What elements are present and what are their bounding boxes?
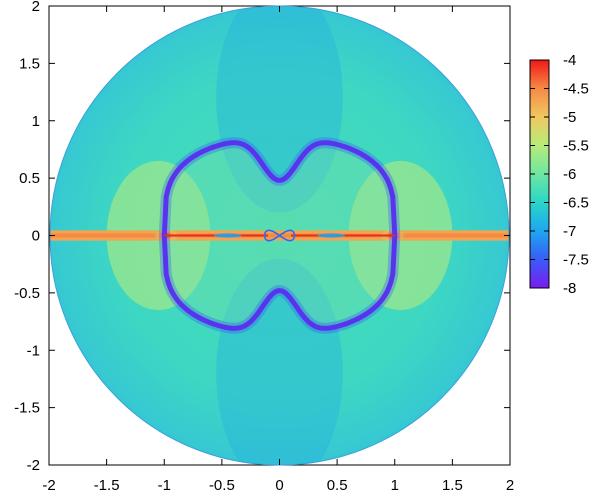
lobe-boundary-upper: [161, 140, 398, 236]
colorbar-tick-label: -4: [563, 52, 576, 69]
darker-upper-region: [216, 6, 343, 213]
lobe-boundary-lower: [161, 235, 398, 331]
y-tick-label: 2: [32, 0, 40, 15]
lobe-boundary-upper-halo: [158, 137, 401, 236]
x-tick-label: -2: [42, 477, 55, 494]
y-tick-label: 1.5: [19, 55, 40, 72]
x-axis-ticks: -2 -1.5 -1 -0.5 0 0.5 1 1.5 2: [42, 6, 514, 494]
center-figure-eight: [263, 229, 296, 242]
y-tick-label: 1: [32, 113, 40, 130]
y-tick-label: -2: [27, 457, 40, 474]
lobe-boundary-lower-halo: [158, 235, 401, 334]
inner-lobe-fill-lower: [164, 235, 395, 329]
inner-lobe-fill-upper: [164, 142, 395, 236]
colorbar-tick-label: -6.5: [563, 195, 589, 212]
heatmap-field: [50, 6, 509, 465]
x-tick-label: -1.5: [94, 477, 120, 494]
y-tick-label: -1.5: [14, 400, 40, 417]
colorbar-ticks: -4 -4.5 -5 -5.5 -6 -6.5 -7 -7.5 -8: [530, 52, 589, 297]
x-tick-label: 0: [275, 477, 283, 494]
x-tick-label: 0.5: [327, 477, 348, 494]
x-tick-label: 1: [391, 477, 399, 494]
x-tick-label: -1: [158, 477, 171, 494]
y-tick-label: 0: [32, 228, 40, 245]
colorbar-tick-label: -6: [563, 166, 576, 183]
darker-lower-region: [216, 258, 343, 465]
colorbar-tick-label: -7: [563, 223, 576, 240]
x-tick-label: 1.5: [442, 477, 463, 494]
blue-streak-left: [213, 233, 242, 238]
colorbar-tick-label: -8: [563, 280, 576, 297]
y-tick-label: 0.5: [19, 170, 40, 187]
blue-streak-right: [317, 233, 346, 238]
y-axis-ticks: 2 1.5 1 0.5 0 -0.5 -1 -1.5 -2: [14, 0, 510, 474]
x-tick-label: -0.5: [209, 477, 235, 494]
y-tick-label: -0.5: [14, 285, 40, 302]
x-tick-label: 2: [506, 477, 514, 494]
colorbar-tick-label: -4.5: [563, 81, 589, 98]
y-tick-label: -1: [27, 342, 40, 359]
colorbar-tick-label: -5.5: [563, 138, 589, 155]
colorbar-tick-label: -7.5: [563, 252, 589, 269]
colorbar-tick-label: -5: [563, 109, 576, 126]
